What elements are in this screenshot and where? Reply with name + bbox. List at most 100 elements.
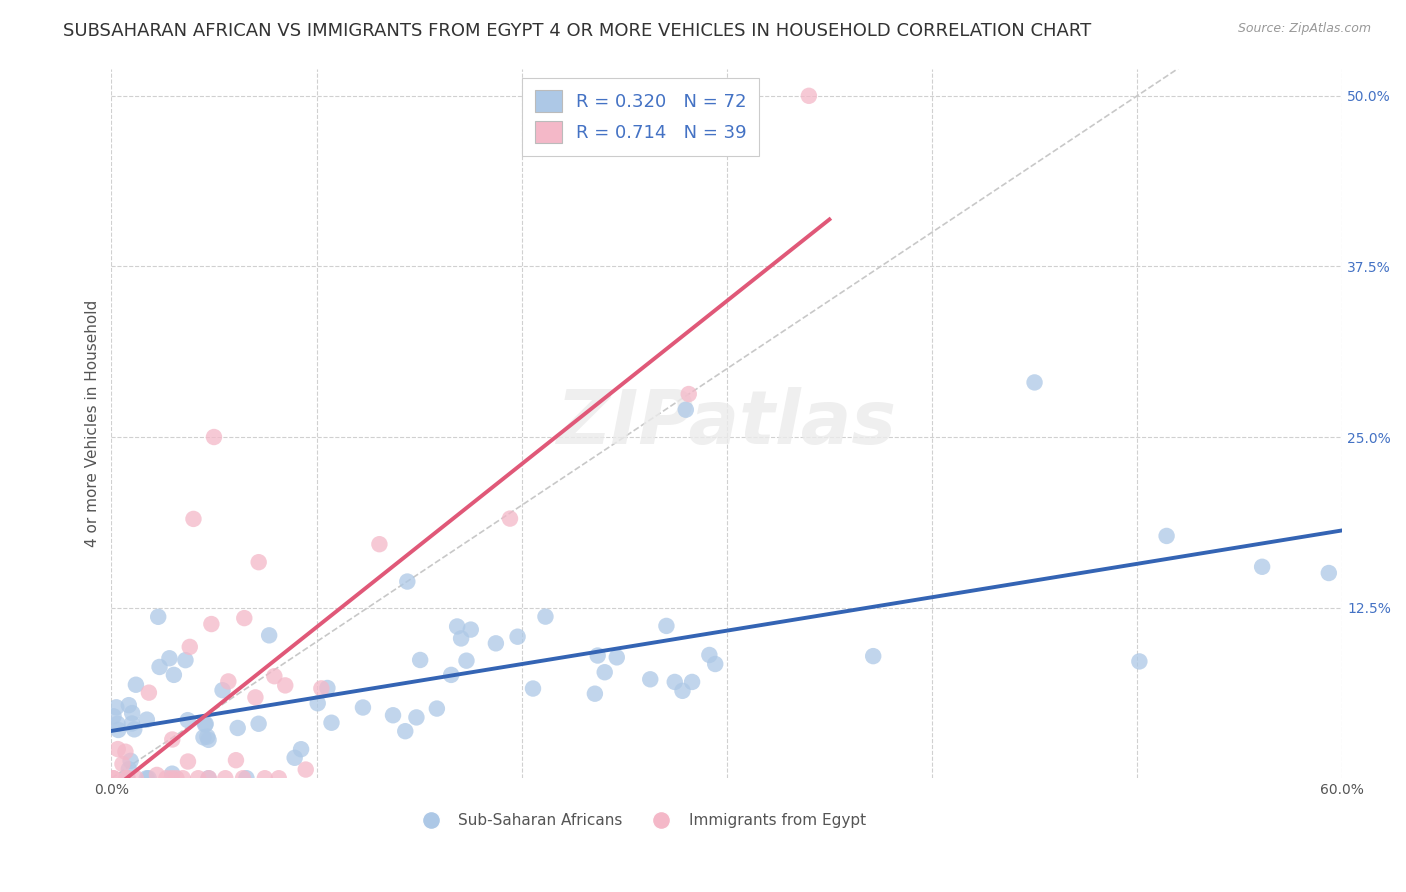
Point xyxy=(226,721,249,735)
Point xyxy=(107,742,129,756)
Point xyxy=(699,648,721,662)
Point xyxy=(274,678,297,692)
Point xyxy=(534,609,557,624)
Point xyxy=(506,630,529,644)
Point xyxy=(245,690,267,705)
Point xyxy=(655,619,678,633)
Point xyxy=(263,669,285,683)
Point xyxy=(148,660,170,674)
Point xyxy=(115,771,138,785)
Point xyxy=(583,687,606,701)
Point xyxy=(107,716,129,731)
Point xyxy=(681,675,703,690)
Point xyxy=(162,732,184,747)
Point xyxy=(105,700,128,714)
Point xyxy=(194,717,217,731)
Point xyxy=(460,623,482,637)
Point xyxy=(1024,376,1046,390)
Point xyxy=(177,713,200,727)
Point xyxy=(440,668,463,682)
Y-axis label: 4 or more Vehicles in Household: 4 or more Vehicles in Household xyxy=(86,300,100,547)
Point xyxy=(121,706,143,720)
Point xyxy=(290,742,312,756)
Point xyxy=(225,753,247,767)
Point xyxy=(117,771,139,785)
Point xyxy=(163,668,186,682)
Point xyxy=(107,723,129,737)
Point xyxy=(1128,655,1150,669)
Point xyxy=(122,723,145,737)
Point xyxy=(202,430,225,444)
Text: ZIPatlas: ZIPatlas xyxy=(557,387,897,460)
Point xyxy=(194,717,217,731)
Point xyxy=(135,713,157,727)
Text: SUBSAHARAN AFRICAN VS IMMIGRANTS FROM EGYPT 4 OR MORE VEHICLES IN HOUSEHOLD CORR: SUBSAHARAN AFRICAN VS IMMIGRANTS FROM EG… xyxy=(63,22,1091,40)
Point xyxy=(862,649,884,664)
Point xyxy=(316,681,339,695)
Point xyxy=(294,763,316,777)
Point xyxy=(103,771,125,785)
Point xyxy=(179,640,201,654)
Point xyxy=(352,700,374,714)
Legend: Sub-Saharan Africans, Immigrants from Egypt: Sub-Saharan Africans, Immigrants from Eg… xyxy=(409,807,872,834)
Point xyxy=(138,686,160,700)
Point xyxy=(267,771,290,785)
Point xyxy=(103,771,125,785)
Point xyxy=(409,653,432,667)
Point xyxy=(214,771,236,785)
Point xyxy=(197,732,219,747)
Point xyxy=(253,771,276,785)
Point xyxy=(146,768,169,782)
Point xyxy=(160,766,183,780)
Point xyxy=(211,683,233,698)
Point xyxy=(160,771,183,785)
Point xyxy=(284,751,307,765)
Point xyxy=(382,708,405,723)
Point xyxy=(450,632,472,646)
Point xyxy=(638,673,661,687)
Point xyxy=(233,611,256,625)
Point xyxy=(125,771,148,785)
Point xyxy=(247,555,270,569)
Point xyxy=(120,754,142,768)
Text: Source: ZipAtlas.com: Source: ZipAtlas.com xyxy=(1237,22,1371,36)
Point xyxy=(606,650,628,665)
Point xyxy=(247,716,270,731)
Point xyxy=(586,648,609,663)
Point xyxy=(257,628,280,642)
Point xyxy=(678,387,700,401)
Point xyxy=(172,771,194,785)
Point xyxy=(405,710,427,724)
Point xyxy=(187,771,209,785)
Point xyxy=(446,619,468,633)
Point xyxy=(485,636,508,650)
Point xyxy=(135,771,157,785)
Point xyxy=(675,402,697,417)
Point xyxy=(456,654,478,668)
Point xyxy=(115,771,138,785)
Point xyxy=(321,715,343,730)
Point xyxy=(1251,559,1274,574)
Point xyxy=(165,771,187,785)
Point xyxy=(114,745,136,759)
Point xyxy=(797,88,820,103)
Point xyxy=(522,681,544,696)
Point xyxy=(200,617,222,632)
Point xyxy=(177,755,200,769)
Point xyxy=(197,771,219,785)
Point xyxy=(704,657,727,671)
Point xyxy=(174,653,197,667)
Point xyxy=(103,709,125,723)
Point xyxy=(307,696,329,710)
Point xyxy=(195,730,218,744)
Point xyxy=(499,511,522,525)
Point xyxy=(118,698,141,713)
Point xyxy=(217,674,239,689)
Point xyxy=(368,537,391,551)
Point xyxy=(235,771,257,785)
Point xyxy=(198,771,221,785)
Point xyxy=(671,683,693,698)
Point xyxy=(1317,566,1340,580)
Point xyxy=(664,675,686,690)
Point xyxy=(138,771,160,785)
